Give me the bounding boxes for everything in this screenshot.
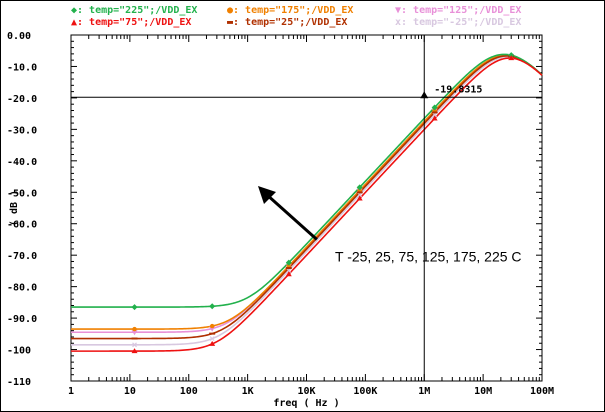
cursor-readout: -19.8315 (434, 84, 482, 95)
y-tick-label: -110 (7, 377, 31, 388)
data-marker (209, 323, 215, 329)
y-tick-label: -100 (7, 346, 31, 357)
data-marker (286, 268, 292, 273)
data-marker (285, 271, 292, 277)
data-marker (432, 112, 438, 118)
legend-entry: ▬: temp="25";/VDD_EX (227, 17, 347, 28)
data-marker (132, 342, 137, 348)
data-marker (131, 337, 138, 340)
data-marker (209, 303, 216, 310)
y-tick-label: -80.0 (7, 283, 37, 294)
x-tick-label: 1 (68, 386, 74, 397)
series-line (71, 55, 543, 346)
data-marker (209, 340, 216, 346)
data-marker (132, 326, 137, 332)
x-tick-label: 10M (474, 386, 492, 397)
series-line (71, 57, 543, 352)
data-marker (508, 55, 515, 61)
x-tick-label: 10 (124, 386, 136, 397)
data-marker (431, 115, 438, 121)
data-marker (209, 326, 216, 332)
y-tick-label: -90.0 (7, 314, 37, 325)
annotation-arrow-head (257, 185, 276, 204)
data-marker (356, 184, 363, 191)
y-tick-label: -20.0 (7, 94, 37, 105)
y-tick-label: -70.0 (7, 251, 37, 262)
series-line (71, 55, 543, 340)
legend-entry: x: temp="-25";/VDD_EX (395, 17, 521, 28)
y-tick-label: -10.0 (7, 62, 37, 73)
y-tick-label: -40.0 (7, 157, 37, 168)
x-axis-label: freq ( Hz ) (273, 398, 339, 409)
series-line (71, 54, 543, 330)
x-tick-label: 100M (530, 386, 554, 397)
legend-entry: ●: temp="175";/VDD_EX (227, 5, 353, 16)
y-tick-label: 0.00 (7, 31, 31, 42)
data-marker (209, 336, 215, 342)
legend-entry: ▲: temp="75";/VDD_EX (71, 17, 191, 28)
x-tick-label: 100 (180, 386, 198, 397)
data-marker (285, 267, 292, 270)
data-marker (356, 195, 363, 201)
cursor-marker (420, 91, 429, 99)
x-tick-label: 10K (297, 386, 315, 397)
annotation-text: T -25, 25, 75, 125, 175, 225 C (335, 248, 522, 264)
y-tick-label: -50.0 (7, 188, 37, 199)
data-marker (357, 192, 363, 198)
x-tick-label: 100K (353, 386, 377, 397)
x-tick-label: 1K (242, 386, 254, 397)
legend-entry: ▼: temp="125";/VDD_EX (395, 5, 521, 16)
data-marker (431, 104, 438, 111)
series-line (71, 53, 543, 308)
y-tick-label: -60.0 (7, 220, 37, 231)
data-marker (356, 191, 363, 194)
legend-entry: ◆: temp="225";/VDD_EX (71, 5, 197, 16)
y-tick-label: -30.0 (7, 125, 37, 136)
annotation-arrow-shaft (264, 192, 318, 241)
data-marker (131, 348, 138, 354)
data-marker (131, 330, 138, 336)
data-marker (131, 304, 138, 311)
x-tick-label: 1M (418, 386, 430, 397)
y-axis-label: ( dB ) (9, 190, 20, 226)
data-marker (431, 111, 438, 114)
data-marker (285, 259, 292, 266)
data-marker (209, 332, 216, 335)
